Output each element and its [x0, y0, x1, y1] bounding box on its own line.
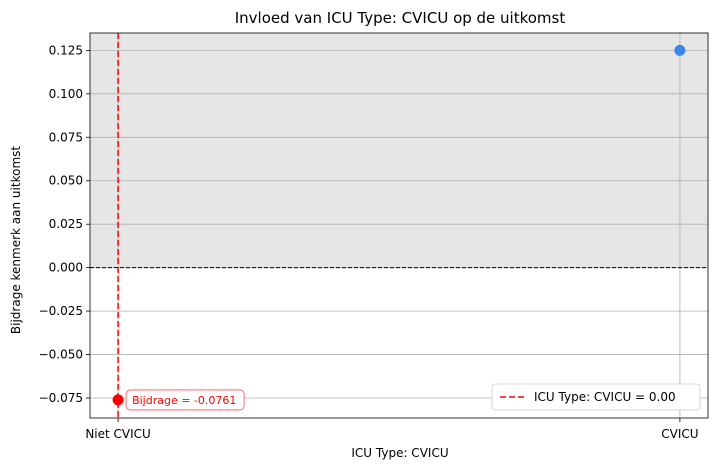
data-point	[112, 394, 124, 406]
y-tick-label: 0.000	[49, 261, 83, 275]
legend: ICU Type: CVICU = 0.00	[491, 383, 701, 411]
y-tick-label: 0.050	[49, 174, 83, 188]
y-tick-label: 0.025	[49, 217, 83, 231]
positive-region-shading	[90, 33, 708, 268]
y-axis-label: Bijdrage kenmerk aan uitkomst	[9, 146, 23, 334]
y-axis: −0.075 −0.050 −0.025 0.000 0.025 0.050 0.075 0.…	[39, 43, 90, 405]
legend-label: ICU Type: CVICU = 0.00	[534, 390, 676, 404]
annotation-box	[125, 389, 245, 411]
y-tick-label: −0.050	[39, 348, 83, 362]
y-tick-label: −0.025	[39, 304, 83, 318]
annotation-text: Bijdrage = -0.0761	[132, 394, 236, 407]
y-tick-label: −0.075	[39, 391, 83, 405]
y-tick-label: 0.075	[49, 130, 83, 144]
x-axis-label: ICU Type: CVICU	[351, 446, 448, 460]
plot-frame	[89, 32, 709, 419]
legend-box	[491, 383, 701, 411]
plot-area: Bijdrage = -0.0761	[89, 32, 709, 419]
data-point	[674, 44, 686, 56]
x-axis: Niet CVICU CVICU	[85, 418, 699, 441]
x-tick-label: Niet CVICU	[85, 427, 151, 441]
chart-title: Invloed van ICU Type: CVICU op de uitkom…	[235, 9, 566, 27]
y-tick-label: 0.100	[49, 87, 83, 101]
x-tick-label: CVICU	[661, 427, 698, 441]
y-tick-label: 0.125	[49, 43, 83, 57]
